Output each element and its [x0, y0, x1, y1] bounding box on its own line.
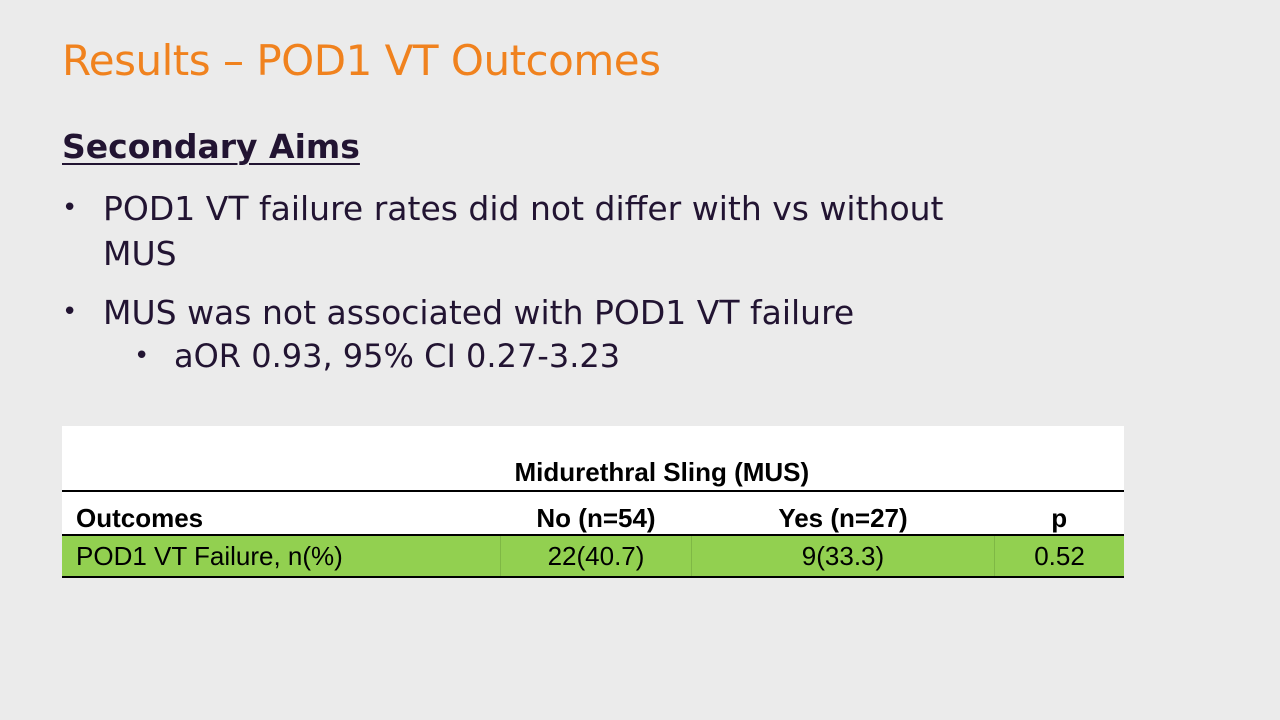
table-cell-yes: 9(33.3) [691, 534, 995, 578]
bullet-text: MUS was not associated with POD1 VT fail… [103, 293, 855, 332]
bullet-list: • POD1 VT failure rates did not differ w… [62, 186, 1062, 393]
results-table: Midurethral Sling (MUS) Outcomes No (n=5… [62, 426, 1124, 578]
table-row: POD1 VT Failure, n(%) 22(40.7) 9(33.3) 0… [62, 534, 1124, 578]
table-cell-p: 0.52 [994, 534, 1124, 578]
column-header-yes: Yes (n=27) [691, 490, 995, 535]
bullet-item: • POD1 VT failure rates did not differ w… [62, 186, 1062, 276]
table-cell-outcome: POD1 VT Failure, n(%) [62, 534, 501, 578]
column-header-no: No (n=54) [500, 490, 692, 535]
bullet-text: POD1 VT failure rates did not differ wit… [103, 189, 944, 273]
sub-bullet-dot: • [134, 341, 150, 371]
table-header-row: Outcomes No (n=54) Yes (n=27) p [62, 490, 1124, 535]
column-header-p: p [994, 490, 1124, 535]
slide-title: Results – POD1 VT Outcomes [62, 36, 661, 85]
section-heading: Secondary Aims [62, 127, 360, 166]
table-cell-no: 22(40.7) [500, 534, 692, 578]
results-table-container: Midurethral Sling (MUS) Outcomes No (n=5… [62, 426, 1124, 578]
bullet-item: • MUS was not associated with POD1 VT fa… [62, 290, 1062, 379]
sub-bullet-text: aOR 0.93, 95% CI 0.27-3.23 [174, 337, 621, 375]
table-group-header: Midurethral Sling (MUS) [514, 457, 810, 487]
bullet-dot: • [62, 297, 78, 327]
table-group-header-row: Midurethral Sling (MUS) [62, 426, 1124, 491]
sub-bullet-item: • aOR 0.93, 95% CI 0.27-3.23 [134, 333, 1062, 379]
column-header-outcomes: Outcomes [62, 490, 501, 535]
sub-bullet-list: • aOR 0.93, 95% CI 0.27-3.23 [103, 333, 1062, 379]
table-cell-empty [62, 426, 501, 491]
bullet-dot: • [62, 193, 78, 223]
